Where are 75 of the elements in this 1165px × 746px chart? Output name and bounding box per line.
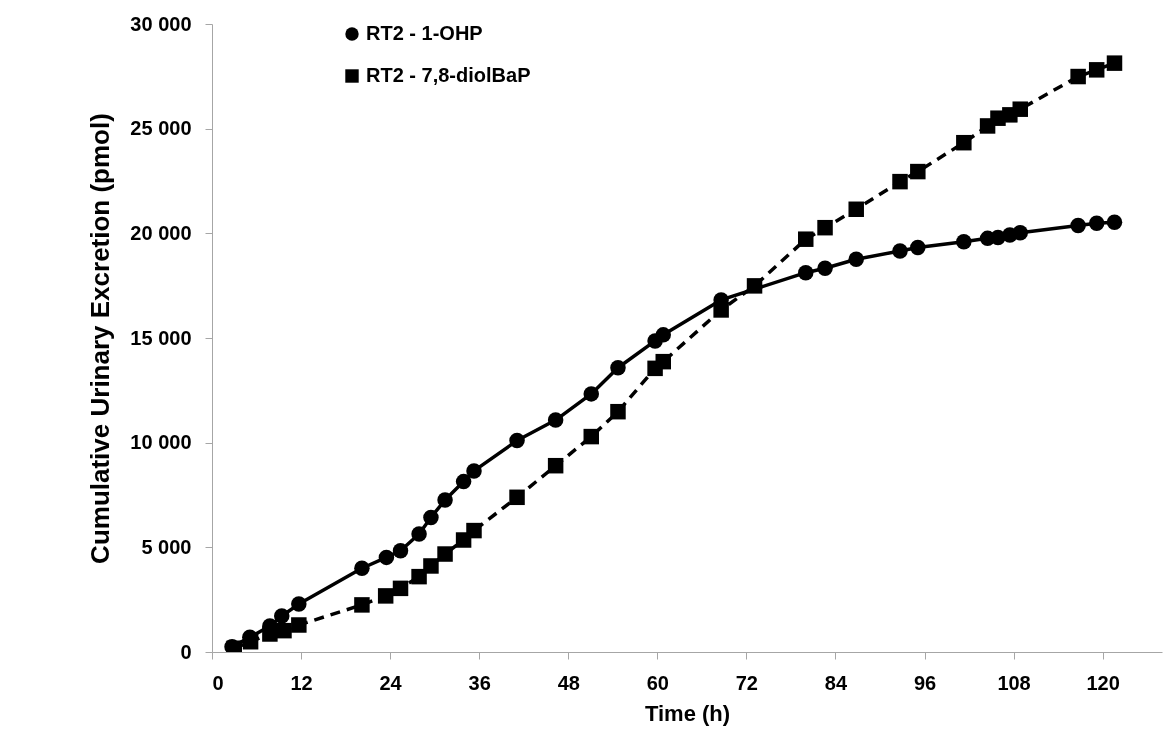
- point: [276, 622, 292, 639]
- point: [713, 302, 729, 318]
- point: [746, 278, 763, 294]
- point: [262, 626, 278, 642]
- point: [910, 239, 926, 256]
- point: [817, 219, 833, 236]
- point: [392, 542, 409, 559]
- point: [466, 463, 482, 479]
- point: [354, 597, 370, 613]
- point: [817, 260, 833, 277]
- y-tick-label: 30 000: [130, 12, 192, 35]
- point: [509, 432, 525, 449]
- y-tick-label: 20 000: [130, 221, 192, 244]
- point: [655, 353, 671, 370]
- point: [437, 492, 453, 508]
- point: [956, 233, 972, 250]
- point: [798, 264, 814, 281]
- point: [1070, 68, 1086, 85]
- legend-label: RT2 - 1-OHP: [366, 22, 483, 44]
- point: [423, 558, 439, 574]
- point: [411, 526, 427, 542]
- point: [242, 634, 259, 650]
- point: [583, 386, 599, 402]
- y-axis-title: Cumulative Urinary Excretion (pmol): [85, 113, 116, 564]
- point: [378, 549, 395, 566]
- point: [798, 231, 814, 247]
- x-tick-label: 72: [735, 671, 758, 694]
- legend-label: RT2 - 7,8-diolBaP: [366, 64, 531, 86]
- point: [610, 359, 626, 376]
- point: [423, 509, 439, 526]
- point: [455, 473, 472, 490]
- point: [1070, 217, 1086, 234]
- point: [291, 617, 307, 633]
- x-tick-label: 48: [557, 671, 580, 694]
- point: [411, 568, 427, 585]
- point: [892, 243, 908, 259]
- point: [547, 457, 564, 474]
- x-tick-label: 108: [997, 671, 1031, 694]
- x-tick-label: 60: [646, 671, 669, 694]
- point: [848, 251, 864, 268]
- x-axis-title: Time (h): [644, 700, 731, 726]
- point: [466, 522, 482, 539]
- point: [1106, 55, 1123, 71]
- point: [291, 596, 307, 612]
- y-tick-label: 5 000: [141, 535, 192, 558]
- y-tick-label: 10 000: [130, 431, 192, 454]
- y-tick-label: 0: [180, 640, 192, 663]
- y-tick-label: 25 000: [130, 117, 192, 140]
- point: [892, 173, 908, 190]
- y-tick-label: 15 000: [130, 326, 192, 349]
- x-tick-label: 24: [379, 671, 403, 694]
- point: [509, 489, 525, 506]
- point: [910, 163, 926, 180]
- point: [583, 428, 599, 445]
- point: [547, 412, 564, 428]
- point: [655, 327, 671, 343]
- x-tick-label: 12: [290, 671, 313, 694]
- point: [392, 580, 409, 597]
- point: [1106, 214, 1123, 230]
- point: [377, 588, 394, 604]
- point: [848, 201, 864, 218]
- x-tick-label: 120: [1086, 671, 1120, 694]
- point: [1088, 215, 1105, 232]
- x-tick-label: 96: [913, 671, 937, 694]
- point: [1012, 224, 1028, 241]
- point: [956, 134, 972, 151]
- point: [1088, 62, 1105, 78]
- x-tick-label: 36: [468, 671, 491, 694]
- point: [354, 560, 370, 576]
- point: [1012, 101, 1028, 117]
- point: [610, 403, 626, 420]
- point: [437, 546, 453, 562]
- x-tick-label: 84: [824, 671, 848, 694]
- point: [274, 608, 290, 624]
- x-tick-label: 0: [212, 671, 224, 694]
